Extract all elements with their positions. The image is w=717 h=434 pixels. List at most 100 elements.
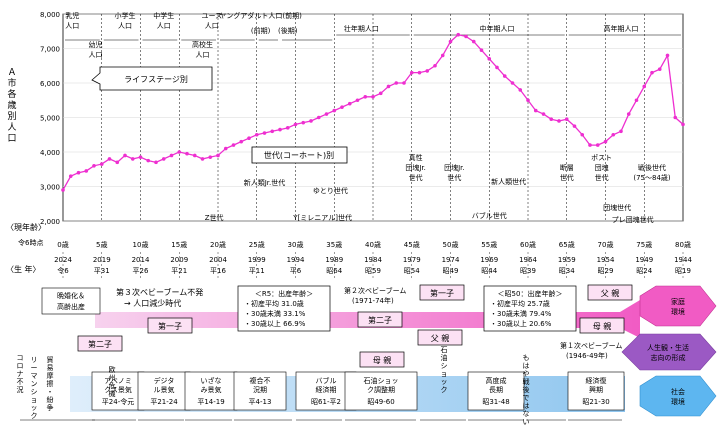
data-point (76, 170, 81, 175)
svg-text:・30歳未満 79.4%: ・30歳未満 79.4% (490, 309, 552, 318)
stage-callout: ライフステージ別 (91, 66, 213, 91)
svg-text:は: は (523, 402, 530, 410)
generation-label: 世代 (447, 173, 461, 182)
data-point (185, 151, 189, 156)
svg-text:後: 後 (523, 385, 530, 394)
svg-text:ナ: ナ (17, 370, 24, 378)
data-point (518, 88, 523, 92)
generation-label: 断層 (560, 163, 574, 172)
svg-text:第１次ベビーブーム: 第１次ベビーブーム (560, 341, 622, 350)
event-label: 石油ショッ (364, 376, 399, 385)
x-tick-label: 0歳 (57, 240, 68, 249)
svg-text:歳: 歳 (7, 99, 16, 111)
svg-text:易: 易 (47, 364, 54, 372)
birth-year-label: 1954 (597, 256, 615, 264)
generation-label: 団塊Jr. (405, 163, 426, 172)
reiwa-label: 令6時点 (18, 238, 43, 247)
event-label: デジタ (154, 376, 175, 385)
svg-text:シ: シ (441, 362, 448, 370)
birth-year-label: 1944 (674, 256, 692, 264)
stage-label: 人口 (65, 22, 79, 30)
stage-label: (前期) (251, 26, 271, 35)
svg-text:欧: 欧 (109, 365, 116, 374)
stage-label: 人口 (157, 22, 171, 30)
data-point (409, 70, 414, 75)
hexagon-text: 社会 (671, 387, 685, 396)
data-point (340, 105, 344, 109)
birth-year-label: 1949 (635, 256, 653, 264)
data-point (533, 108, 538, 113)
generation-label: プレ団塊世代 (612, 215, 654, 224)
x-tick-label: 70歳 (598, 240, 614, 249)
generation-callout: 世代(コーホート)別 (251, 146, 348, 164)
svg-text:戦: 戦 (523, 377, 530, 386)
svg-text:第２次ベビーブーム: 第２次ベビーブーム (344, 286, 406, 295)
data-point (262, 131, 267, 135)
data-point (448, 39, 453, 44)
svg-text:マ: マ (31, 372, 38, 380)
hexagon-text: 人生観・生活 (647, 343, 689, 352)
birth-era-label: 昭64 (326, 267, 342, 275)
life-stage-labels: 乳児人口幼児人口小学生人口中学生人口高校生人口ユース人口ヤングアダルト人口(前期… (65, 11, 681, 59)
event-label: 興期 (589, 385, 603, 394)
svg-text:父 親: 父 親 (431, 333, 450, 343)
svg-text:母 親: 母 親 (373, 355, 392, 365)
svg-text:コ: コ (17, 354, 24, 362)
birth-year-label: 1999 (248, 256, 266, 264)
y-tick-label: 3,000 (40, 184, 60, 192)
svg-text:別: 別 (7, 111, 16, 122)
event-label: み景気 (201, 385, 222, 394)
data-point (642, 84, 647, 89)
stage-label: 壮年期人口 (344, 24, 379, 33)
birth-era-label: 昭29 (598, 267, 614, 275)
data-point (231, 143, 236, 147)
hexagon-text: 志向の形成 (651, 353, 686, 362)
data-point (254, 132, 259, 137)
data-point (223, 146, 228, 151)
svg-text:(1971-74年): (1971-74年) (352, 296, 394, 305)
generation-label: 団塊世代 (603, 203, 631, 212)
data-point (611, 132, 616, 137)
stage-label: 人口 (205, 22, 219, 30)
event-rect (567, 371, 625, 411)
svg-text:・初産平均 31.0歳: ・初産平均 31.0歳 (244, 299, 304, 308)
stage-label: (後期) (278, 26, 298, 35)
data-point (92, 164, 96, 168)
generation-label: (75～84歳) (633, 173, 671, 182)
generation-label: 戦後世代 (638, 163, 666, 172)
y-tick-label: 7,000 (40, 46, 60, 54)
late-marriage-text: 高齢出産 (57, 302, 85, 311)
second-boom: 第２次ベビーブーム (1971-74年) (344, 286, 406, 305)
svg-text:・初産平均 25.7歳: ・初産平均 25.7歳 (490, 299, 550, 308)
data-point (479, 48, 484, 53)
svg-text:・: ・ (47, 388, 54, 396)
birth-year-label: 1974 (442, 256, 460, 264)
third-boom: 第３次ベビーブーム不発 → 人口減少時代 (116, 287, 203, 308)
data-point (487, 57, 492, 61)
data-point (634, 98, 639, 103)
event-era: 平14-19 (197, 398, 224, 406)
stage-label: 人口 (196, 51, 210, 59)
svg-text:第一子: 第一子 (430, 288, 454, 298)
svg-text:ョ: ョ (441, 370, 448, 378)
father-box-2: 父 親 (587, 284, 633, 301)
birth-era-label: 平11 (249, 267, 265, 275)
event-era: 平4-13 (249, 398, 272, 406)
svg-text:機: 機 (109, 389, 116, 398)
svg-text:第一子: 第一子 (158, 321, 182, 331)
data-point (84, 169, 89, 173)
stage-label: 幼児 (89, 40, 103, 49)
event-era: 昭21-30 (582, 398, 609, 406)
svg-text:ク: ク (31, 412, 38, 420)
data-point (239, 139, 244, 144)
data-point (425, 69, 430, 73)
event-label: 長期 (489, 386, 503, 394)
svg-text:・30歳以上 20.6%: ・30歳以上 20.6% (490, 319, 552, 328)
svg-text:第二子: 第二子 (368, 315, 392, 325)
x-tick-labels: 0歳 2024 令6 5歳 2019 平31 10歳 2014 平26 15歳 2009 平21 20歳… (54, 240, 692, 278)
generation-label: 新人類世代 (491, 177, 526, 186)
